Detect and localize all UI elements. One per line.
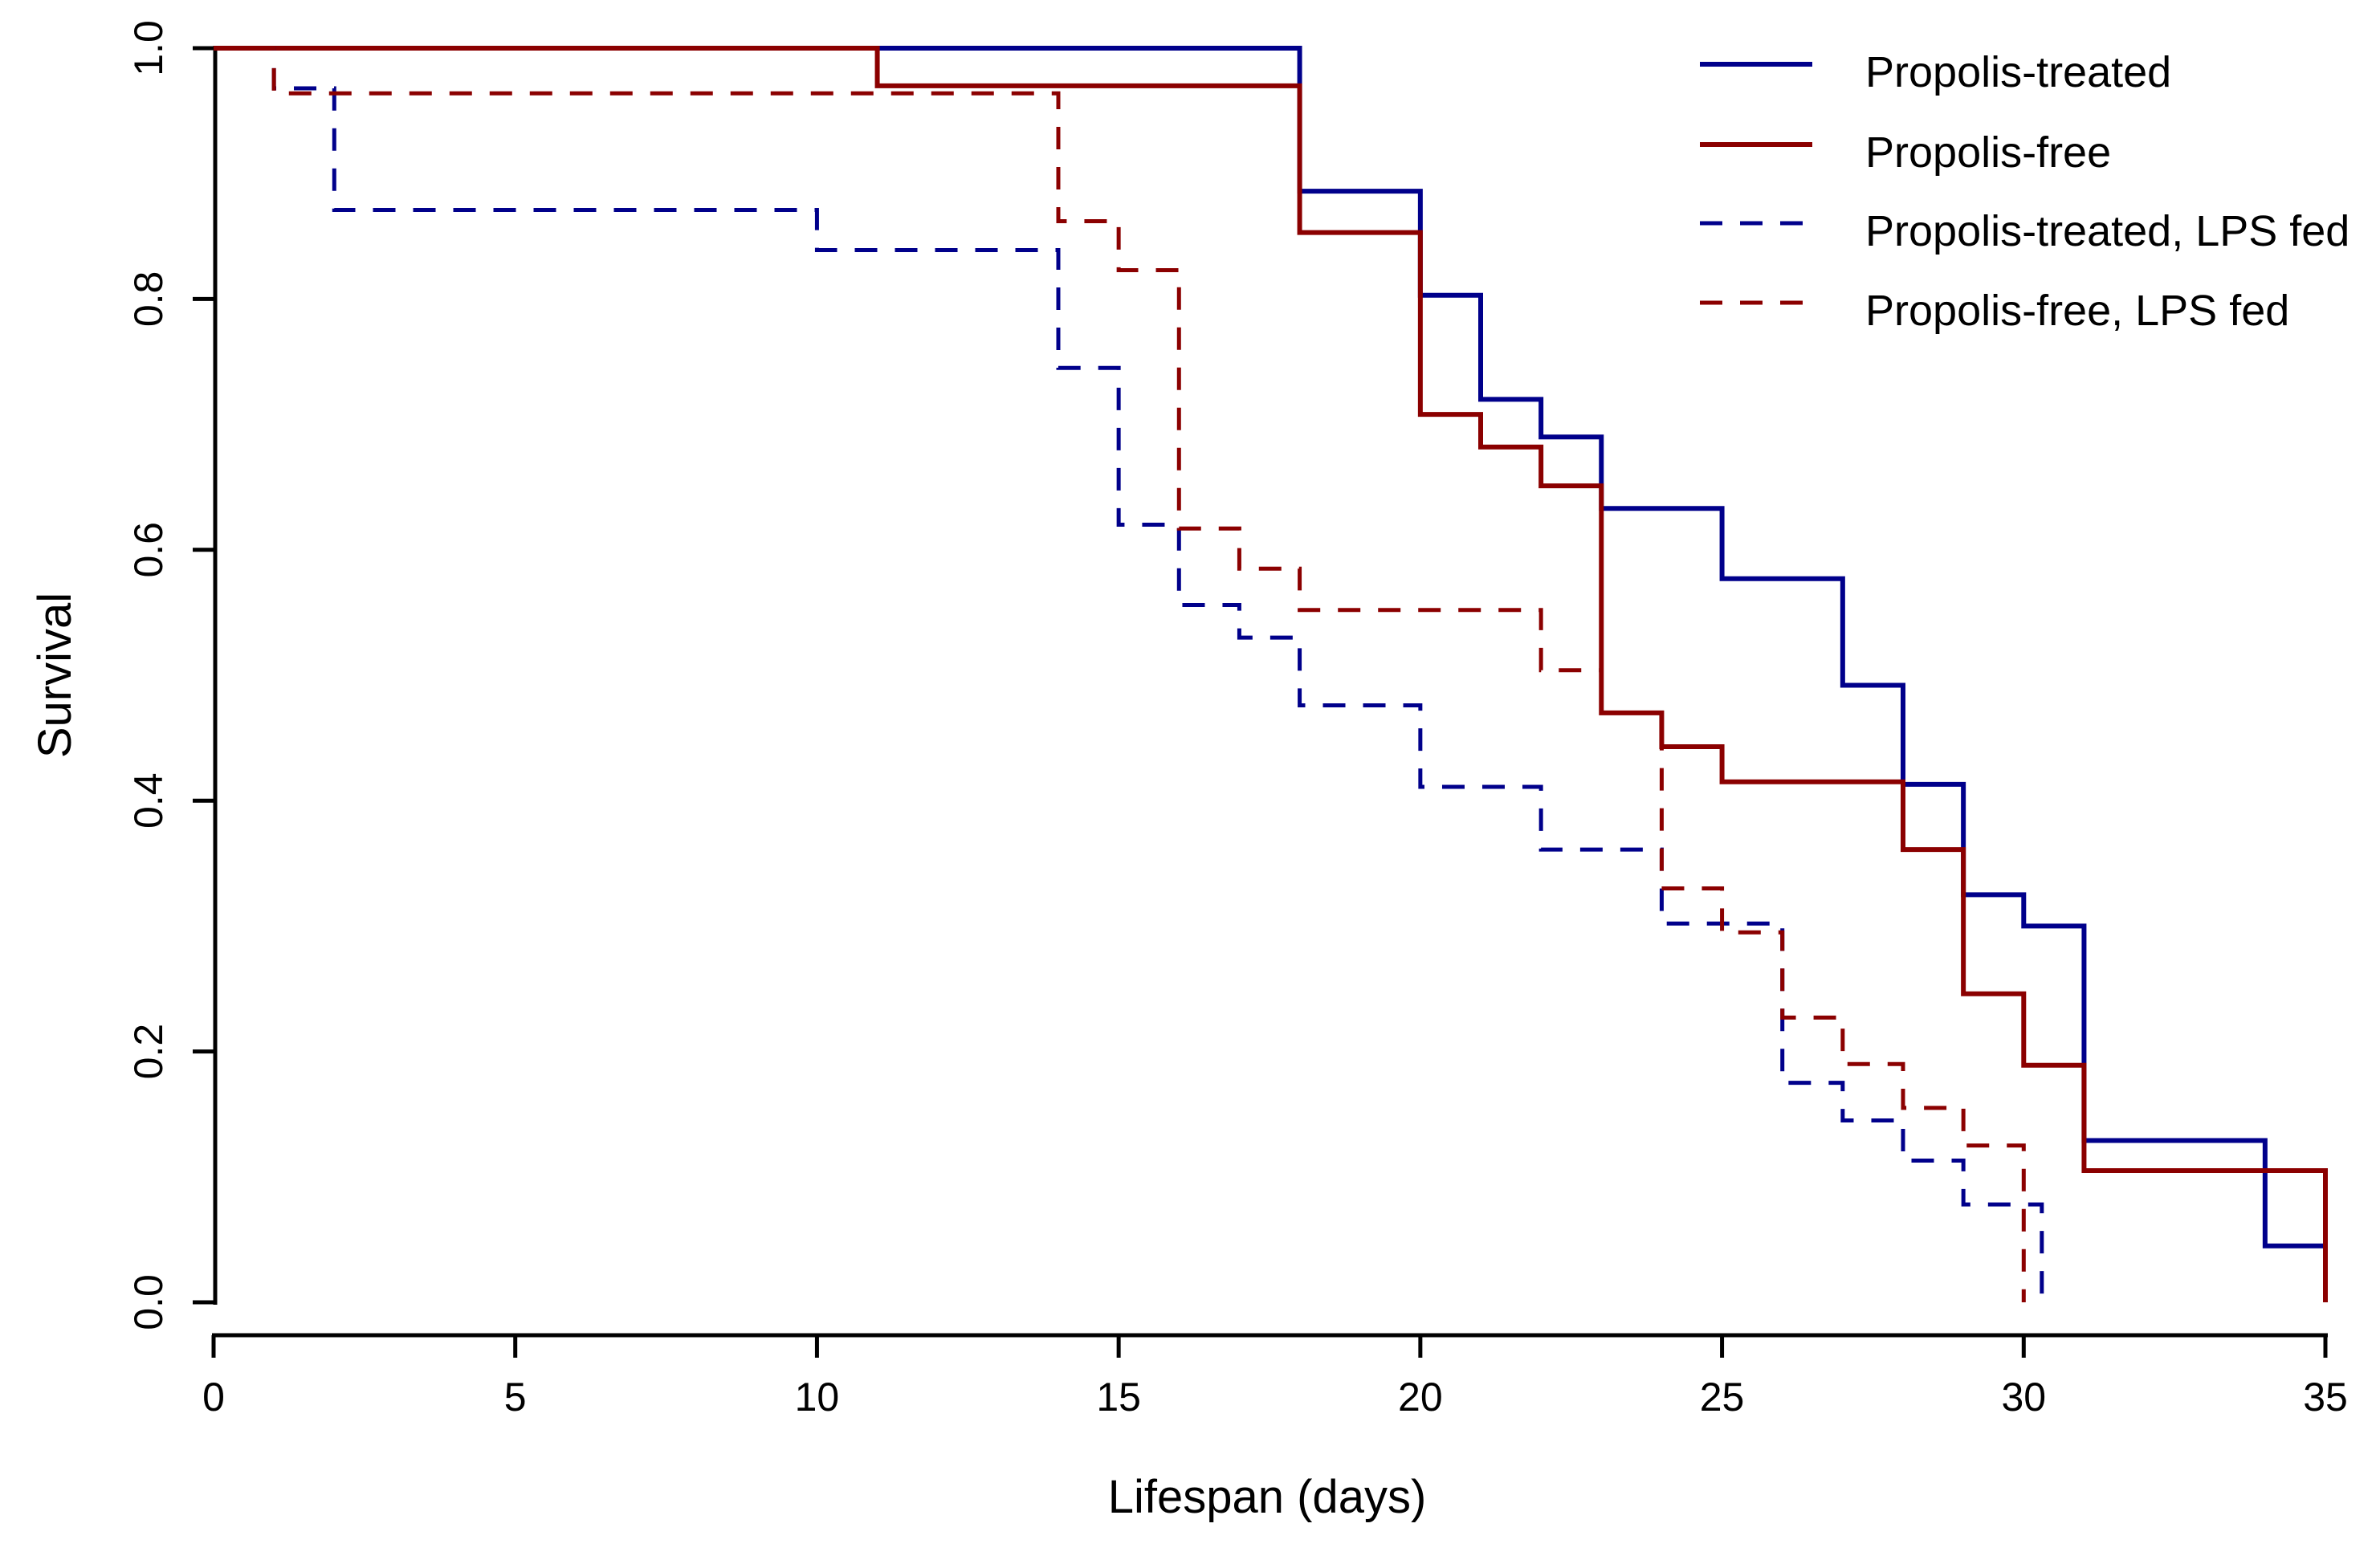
x-tick-label: 30 (2001, 1375, 2046, 1420)
series-propolis-treated-lps-fed (214, 46, 2044, 1302)
series-curves (214, 46, 2328, 1302)
legend-label: Propolis-treated (1865, 48, 2171, 96)
series-propolis-free-lps-fed (214, 46, 2026, 1302)
x-tick-label: 25 (1700, 1375, 1745, 1420)
x-tick-label: 5 (504, 1375, 527, 1420)
legend-item-propolis-free: Propolis-free (1700, 128, 2111, 177)
series-propolis-treated (214, 46, 2325, 1249)
x-tick-label: 10 (795, 1375, 840, 1420)
y-tick-label: 0.6 (126, 522, 171, 578)
x-tick-label: 0 (202, 1375, 225, 1420)
x-axis-title: Lifespan (days) (1108, 1471, 1427, 1523)
legend-item-propolis-treated-lps-fed: Propolis-treated, LPS fed (1700, 207, 2349, 255)
legend: Propolis-treated Propolis-free Propolis-tr… (1700, 48, 2349, 335)
y-tick-label: 0.0 (126, 1274, 171, 1330)
series-propolis-free (214, 46, 2328, 1302)
legend-label: Propolis-free, LPS fed (1865, 287, 2289, 335)
legend-label: Propolis-treated, LPS fed (1865, 207, 2349, 255)
legend-item-propolis-free-lps-fed: Propolis-free, LPS fed (1700, 287, 2289, 335)
x-tick-label: 20 (1398, 1375, 1443, 1420)
legend-label: Propolis-free (1865, 128, 2111, 177)
x-tick-label: 15 (1096, 1375, 1141, 1420)
y-tick-label: 0.8 (126, 271, 171, 328)
y-tick-label: 0.2 (126, 1024, 171, 1080)
x-tick-label: 35 (2303, 1375, 2348, 1420)
axes: 0 5 10 15 20 25 30 35 0.0 0.2 0.4 0.6 0.8 1.0 (126, 20, 2348, 1420)
y-axis-title: Survival (29, 593, 81, 758)
y-tick-label: 0.4 (126, 772, 171, 829)
legend-item-propolis-treated: Propolis-treated (1700, 48, 2171, 96)
y-tick-label: 1.0 (126, 20, 171, 76)
